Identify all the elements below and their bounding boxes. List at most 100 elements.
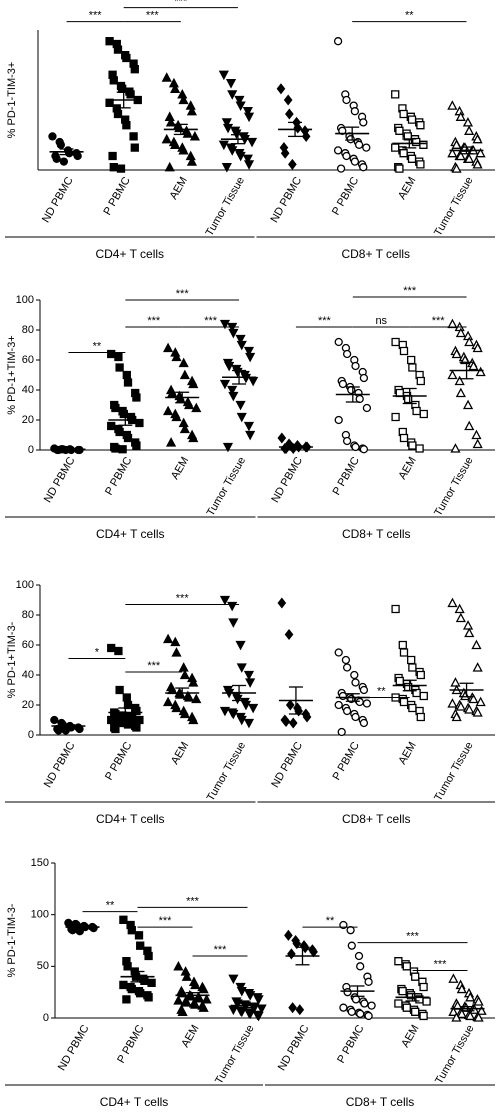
point [135, 715, 144, 725]
point [127, 926, 136, 935]
point [407, 154, 417, 163]
point [123, 720, 133, 729]
x-tick-label: Tumor Tissue [432, 175, 476, 238]
point [456, 1008, 467, 1019]
point [395, 126, 404, 135]
point [472, 133, 483, 144]
significance-label: *** [147, 315, 161, 327]
point [171, 411, 182, 422]
point [302, 711, 312, 723]
point [359, 163, 368, 172]
x-tick-label: ND PBMC [56, 1023, 92, 1073]
point [464, 336, 475, 347]
point [177, 1006, 188, 1016]
point [455, 387, 466, 398]
point [228, 974, 239, 985]
point [73, 151, 82, 161]
point [190, 979, 201, 990]
point [447, 318, 458, 329]
point [132, 441, 141, 450]
point [399, 346, 409, 356]
point [186, 156, 197, 166]
group-label: CD4+ T cells [95, 247, 164, 261]
y-tick-label: 100 [16, 579, 34, 591]
point [122, 370, 131, 380]
point [122, 693, 131, 702]
point [232, 694, 243, 705]
significance-label: *** [176, 593, 190, 605]
point [222, 123, 234, 134]
point [456, 983, 467, 994]
point [342, 151, 351, 161]
point [119, 980, 128, 990]
point [416, 160, 425, 169]
point [419, 409, 428, 419]
point [347, 1007, 356, 1016]
x-tick-label: P PBMC [103, 740, 134, 782]
point [448, 973, 459, 983]
point [147, 978, 156, 988]
point [111, 724, 120, 734]
point [132, 393, 141, 402]
point [198, 983, 209, 994]
x-tick-label: ND PBMC [42, 455, 78, 505]
point [419, 982, 428, 992]
point [342, 436, 352, 446]
significance-label: *** [214, 944, 228, 956]
significance-label: ** [377, 686, 386, 698]
point [105, 37, 114, 46]
group-label: CD4+ T cells [96, 527, 165, 541]
point [235, 101, 246, 111]
point [228, 328, 239, 339]
point [228, 391, 239, 402]
point [362, 403, 372, 413]
x-tick-label: P PBMC [115, 1023, 146, 1065]
x-tick-label: Tumor Tissue [432, 740, 476, 803]
point [165, 117, 176, 127]
point [219, 706, 231, 717]
point [464, 420, 475, 431]
point [178, 145, 189, 155]
significance-label: *** [146, 10, 160, 22]
point [240, 700, 252, 711]
point [245, 1009, 256, 1020]
point [245, 430, 256, 441]
point [253, 1011, 264, 1022]
x-tick-label: P PBMC [331, 455, 362, 497]
x-tick-label: Tumor Tissue [205, 740, 249, 803]
significance-label: ns [375, 315, 387, 327]
point [191, 402, 202, 413]
x-tick-label: AEM [179, 1023, 201, 1050]
point [398, 986, 407, 996]
significance-label: *** [186, 895, 200, 907]
point [130, 143, 139, 152]
y-axis-label: % PD-1-TIM-3+ [6, 62, 18, 139]
point [416, 121, 425, 130]
point [359, 445, 369, 454]
point [391, 143, 400, 152]
point [408, 663, 417, 672]
point [471, 639, 482, 650]
point [277, 597, 287, 609]
point [48, 132, 57, 141]
group-label: CD8+ T cells [341, 247, 410, 261]
point [342, 663, 352, 672]
point [168, 77, 179, 88]
significance-label: *** [204, 315, 218, 327]
point [191, 693, 202, 704]
point [465, 991, 476, 1002]
point [190, 999, 201, 1009]
point [468, 693, 479, 704]
y-tick-label: 100 [31, 909, 49, 921]
point [351, 442, 360, 452]
significance-label: ** [326, 915, 335, 927]
point [399, 109, 408, 119]
point [408, 363, 417, 372]
point [356, 962, 365, 971]
point [412, 406, 421, 416]
point [419, 140, 428, 149]
significance-label: *** [174, 0, 188, 8]
point [473, 996, 484, 1006]
point [111, 403, 120, 413]
point [201, 994, 212, 1004]
